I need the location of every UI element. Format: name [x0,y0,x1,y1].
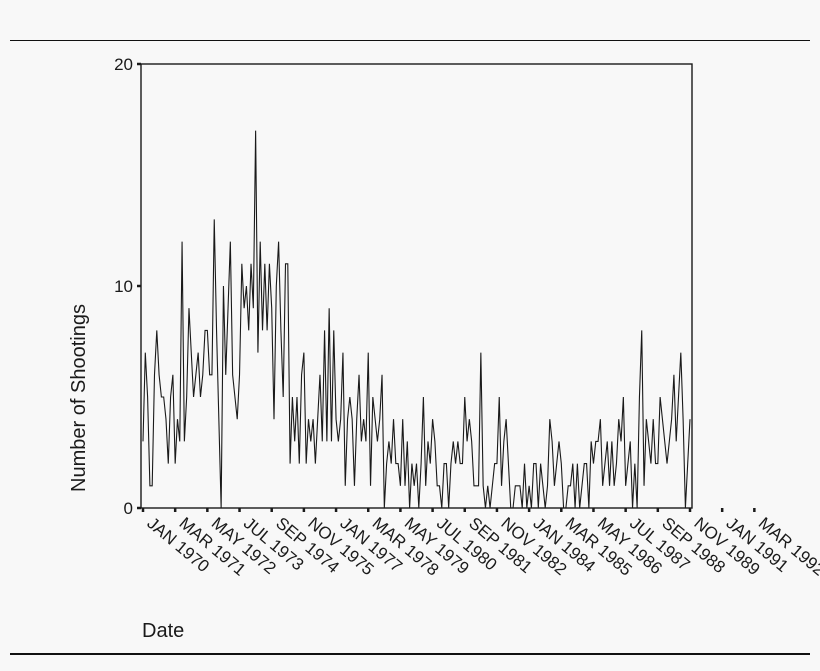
y-axis-title: Number of Shootings [68,304,90,492]
series-layer [142,130,691,509]
y-tick-label: 20 [114,55,133,74]
y-tick-label: 0 [124,499,133,518]
y-axis: 0 10 20 [114,55,141,518]
top-rule [10,40,810,41]
bottom-rule [10,653,810,655]
y-tick-label: 10 [114,277,133,296]
series-line [142,130,691,509]
x-axis-title: Date [142,620,184,642]
